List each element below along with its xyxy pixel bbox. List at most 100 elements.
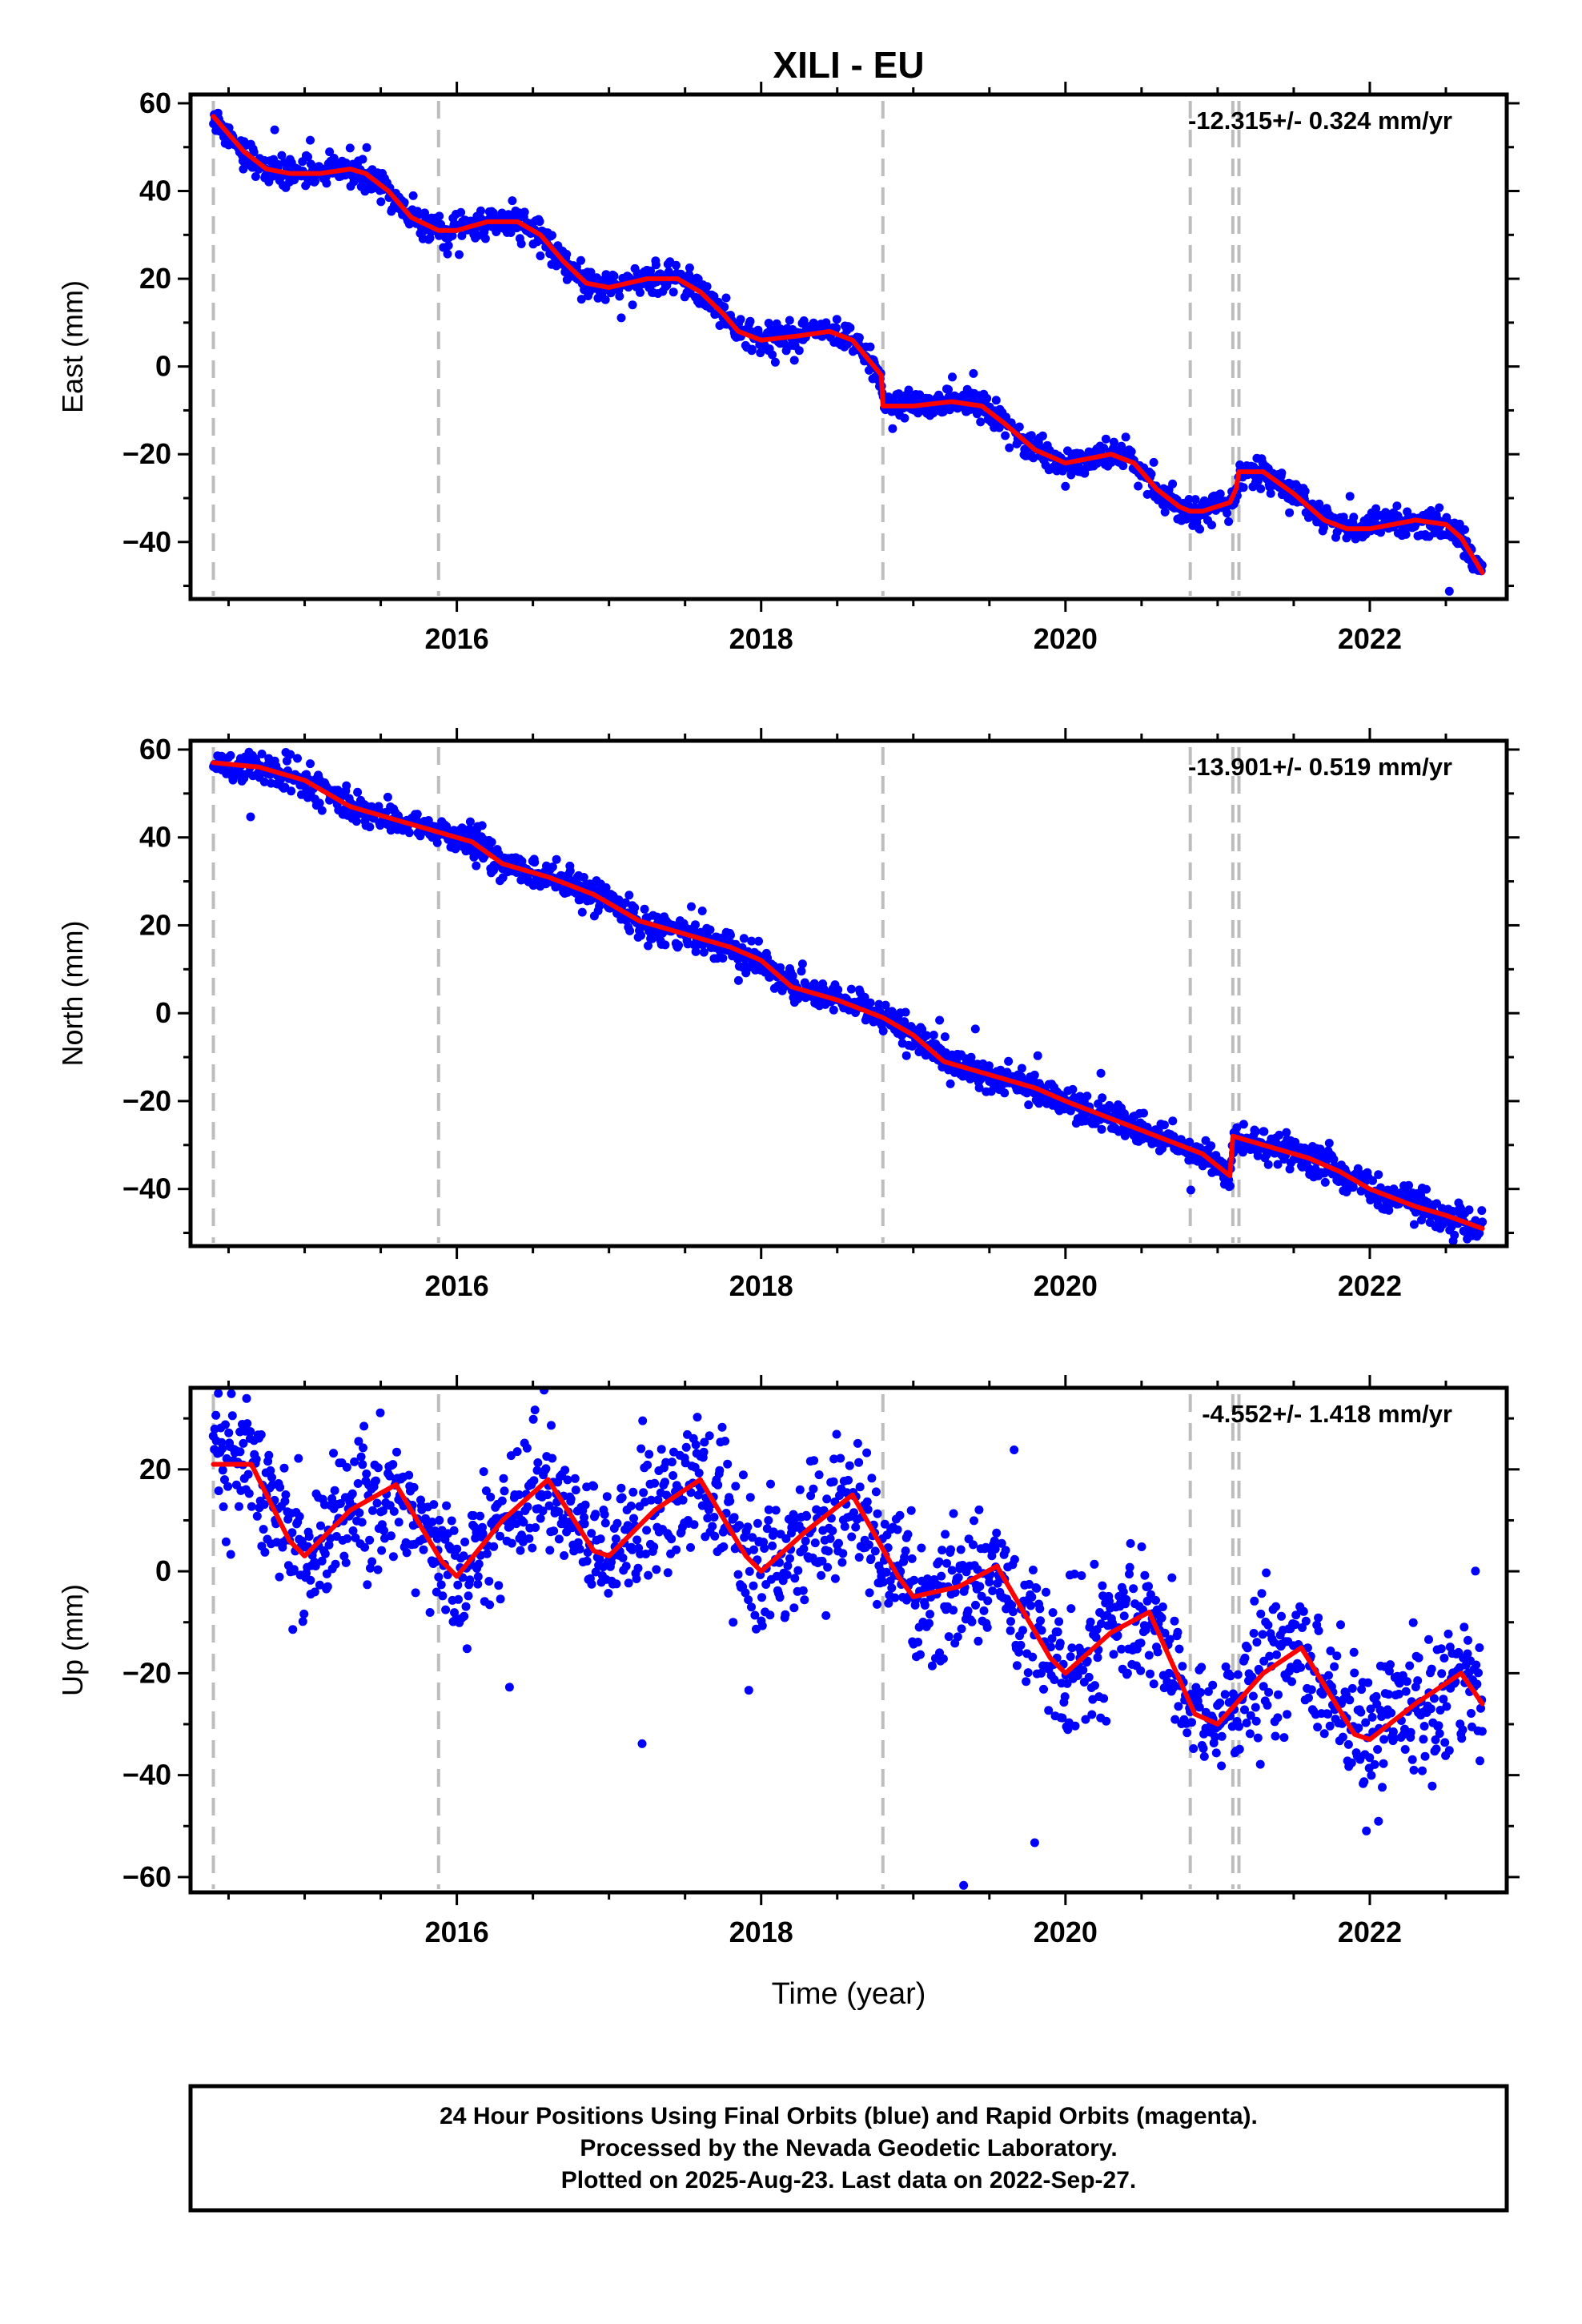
up-observed-point xyxy=(287,1528,297,1538)
up-observed-point xyxy=(1170,1616,1179,1626)
up-observed-point xyxy=(1362,1826,1371,1835)
up-observed-point xyxy=(636,1444,646,1454)
up-observed-point xyxy=(469,1511,479,1520)
up-observed-point xyxy=(1431,1735,1440,1744)
up-observed-point xyxy=(1006,1617,1015,1626)
up-observed-point xyxy=(259,1500,269,1510)
north-observed-point xyxy=(1186,1185,1195,1195)
north-observed-point xyxy=(984,1061,994,1071)
up-observed-point xyxy=(873,1599,881,1609)
east-observed-point xyxy=(1066,470,1076,480)
north-observed-point xyxy=(1168,1116,1178,1126)
up-observed-point xyxy=(799,1544,809,1554)
up-observed-point xyxy=(375,1408,385,1417)
up-observed-point xyxy=(895,1510,905,1520)
up-observed-point xyxy=(854,1458,864,1467)
up-observed-point xyxy=(1367,1771,1376,1780)
up-observed-point xyxy=(916,1650,925,1659)
up-observed-point xyxy=(1081,1715,1090,1724)
up-observed-point xyxy=(1249,1629,1259,1638)
up-observed-point xyxy=(626,1502,636,1510)
up-observed-point xyxy=(624,1578,633,1588)
up-observed-point xyxy=(1039,1684,1048,1694)
up-observed-point xyxy=(389,1506,399,1516)
east-observed-point xyxy=(1160,507,1170,517)
east-observed-point xyxy=(345,143,355,153)
up-observed-point xyxy=(749,1581,758,1590)
up-observed-point xyxy=(329,1449,338,1458)
east-observed-point xyxy=(976,417,986,427)
east-observed-point xyxy=(270,125,279,135)
east-observed-point xyxy=(444,241,453,251)
up-observed-point xyxy=(1252,1638,1262,1647)
up-observed-point xyxy=(260,1547,270,1557)
east-observed-point xyxy=(720,302,729,312)
east-observed-point xyxy=(832,324,841,333)
up-observed-point xyxy=(447,1516,456,1526)
north-observed-point xyxy=(1478,1217,1488,1227)
up-observed-point xyxy=(1427,1781,1437,1791)
up-observed-point xyxy=(956,1545,966,1554)
east-observed-point xyxy=(476,206,485,215)
up-observed-point xyxy=(743,1522,753,1532)
east-observed-point xyxy=(770,357,780,367)
up-observed-point xyxy=(235,1502,243,1511)
east-observed-point xyxy=(736,315,745,324)
up-observed-point xyxy=(385,1471,395,1481)
up-observed-point xyxy=(817,1556,827,1566)
north-x-tick-label: 2018 xyxy=(729,1269,793,1302)
up-observed-point xyxy=(942,1558,951,1568)
up-observed-point xyxy=(1178,1662,1187,1671)
up-observed-point xyxy=(1215,1698,1225,1707)
north-y-tick-label: 0 xyxy=(155,996,171,1029)
up-observed-point xyxy=(871,1487,881,1497)
up-observed-point xyxy=(643,1460,652,1470)
east-x-tick-label: 2020 xyxy=(1034,622,1098,655)
east-observed-point xyxy=(1121,432,1130,442)
up-observed-point xyxy=(1287,1677,1296,1687)
up-observed-point xyxy=(454,1594,463,1604)
north-observed-point xyxy=(1030,1070,1039,1080)
north-observed-point xyxy=(259,777,269,786)
up-observed-point xyxy=(304,1532,314,1541)
up-observed-point xyxy=(1122,1594,1131,1604)
north-observed-point xyxy=(1239,1120,1248,1129)
up-observed-point xyxy=(1025,1579,1034,1589)
up-observed-point xyxy=(1028,1566,1038,1574)
north-observed-point xyxy=(317,806,327,815)
up-observed-point xyxy=(693,1413,702,1422)
up-observed-point xyxy=(873,1509,882,1518)
east-observed-point xyxy=(794,346,804,356)
up-observed-point xyxy=(953,1632,962,1642)
east-observed-point xyxy=(636,287,644,297)
up-observed-point xyxy=(750,1610,760,1620)
up-observed-point xyxy=(1217,1761,1227,1771)
up-observed-point xyxy=(958,1561,967,1570)
north-observed-point xyxy=(472,861,481,870)
up-observed-point xyxy=(1174,1644,1184,1654)
up-observed-point xyxy=(1012,1661,1022,1671)
up-observed-point xyxy=(880,1519,889,1529)
up-observed-point xyxy=(358,1460,367,1470)
up-observed-point xyxy=(460,1538,470,1546)
up-observed-point xyxy=(568,1523,577,1533)
up-observed-point xyxy=(1010,1445,1019,1454)
up-observed-point xyxy=(583,1548,592,1557)
east-observed-point xyxy=(1109,437,1118,447)
north-observed-point xyxy=(365,822,375,832)
up-observed-point xyxy=(310,1587,319,1597)
up-observed-point xyxy=(1137,1542,1146,1551)
up-observed-point xyxy=(1299,1606,1308,1616)
up-observed-point xyxy=(785,1554,794,1563)
up-observed-point xyxy=(723,1459,733,1469)
east-observed-point xyxy=(1349,513,1359,522)
up-observed-point xyxy=(617,1493,627,1502)
up-observed-point xyxy=(1409,1765,1419,1775)
up-observed-point xyxy=(781,1534,791,1543)
up-observed-point xyxy=(639,1488,648,1498)
up-observed-point xyxy=(591,1567,600,1577)
up-observed-point xyxy=(1090,1681,1099,1691)
north-observed-point xyxy=(630,903,640,912)
up-observed-point xyxy=(828,1526,837,1535)
up-observed-point xyxy=(1090,1559,1099,1569)
